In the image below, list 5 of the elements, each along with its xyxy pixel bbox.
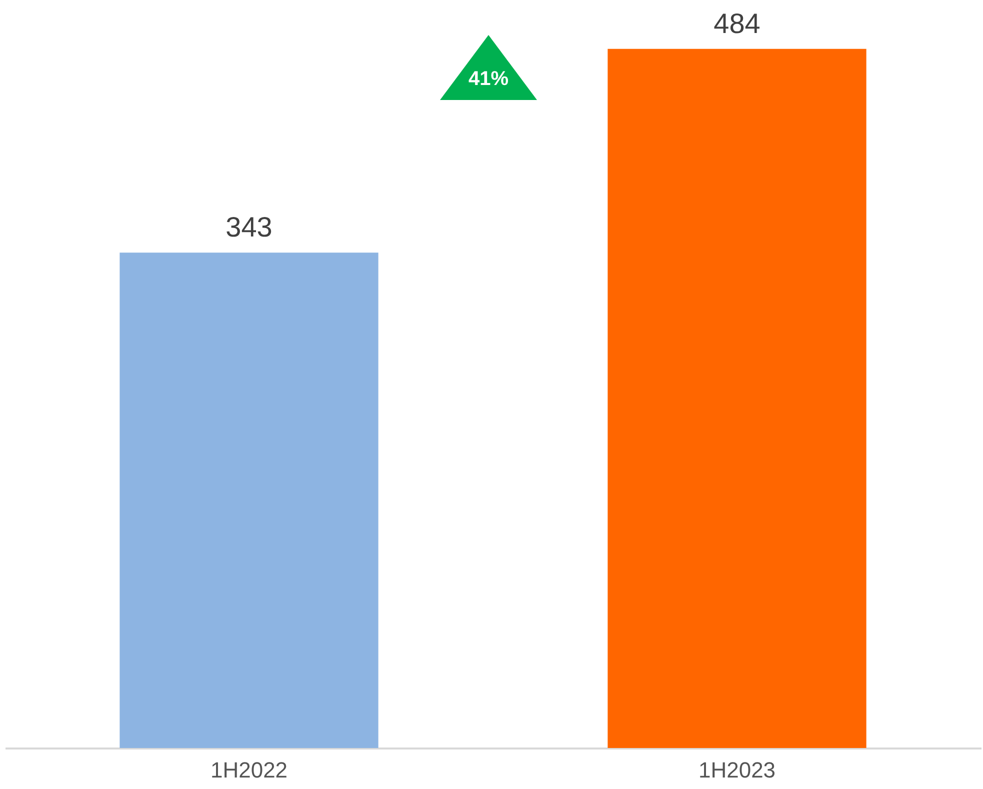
x-tick-label: 1H2022	[210, 758, 288, 782]
x-tick-label: 1H2023	[698, 758, 776, 782]
data-label: 343	[226, 212, 272, 243]
data-label: 484	[714, 8, 760, 39]
annotation: 41%	[467, 68, 510, 91]
